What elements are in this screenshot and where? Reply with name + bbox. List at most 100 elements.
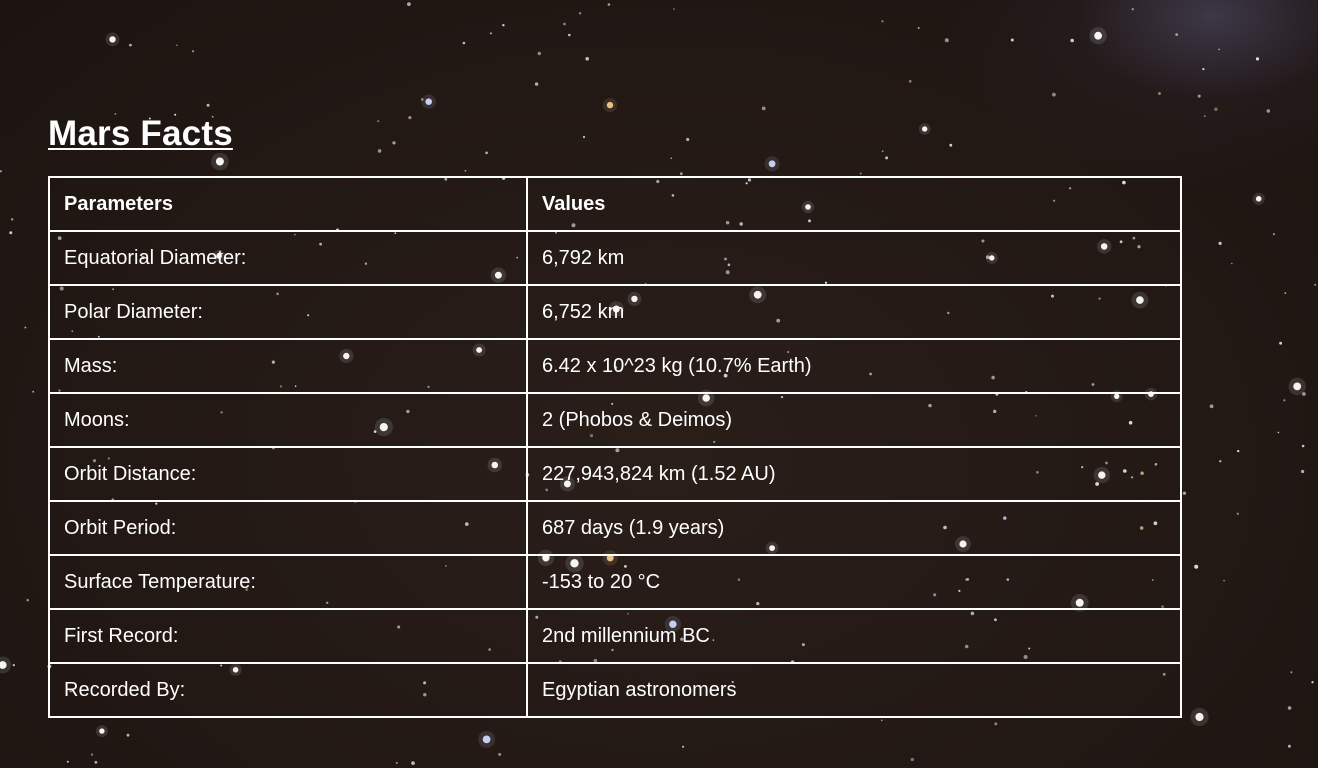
star	[1236, 512, 1240, 515]
star	[910, 757, 914, 762]
star	[1195, 712, 1204, 722]
star	[1158, 92, 1161, 95]
star	[1311, 681, 1314, 684]
header-values: Values	[526, 176, 1182, 232]
parameter-cell: Orbit Distance:	[48, 446, 528, 502]
star	[99, 728, 105, 734]
star	[1203, 115, 1206, 117]
star	[0, 661, 7, 669]
star	[126, 733, 130, 737]
table-header-row: Parameters Values	[48, 176, 1182, 232]
star	[11, 218, 14, 221]
star-glow	[421, 94, 436, 109]
star	[1255, 196, 1262, 202]
star	[0, 170, 2, 173]
star	[881, 20, 884, 23]
star	[908, 80, 912, 83]
star	[761, 106, 766, 111]
star	[32, 390, 35, 393]
star	[673, 8, 675, 10]
star	[9, 231, 13, 235]
star	[1223, 579, 1225, 582]
star	[880, 719, 883, 722]
star	[1301, 444, 1305, 448]
value-cell: Egyptian astronomers	[526, 662, 1182, 718]
star-glow	[478, 730, 496, 748]
star	[109, 36, 116, 43]
value-cell: 6.42 x 10^23 kg (10.7% Earth)	[526, 338, 1182, 394]
star	[1237, 449, 1240, 453]
star	[1287, 706, 1292, 710]
table-row: Recorded By: Egyptian astronomers	[48, 662, 1182, 718]
parameter-cell: Surface Temperature:	[48, 554, 528, 610]
page-title: Mars Facts	[48, 114, 233, 153]
star	[66, 760, 69, 763]
table-row: First Record: 2nd millennium BC	[48, 608, 1182, 664]
value-cell: 2nd millennium BC	[526, 608, 1182, 664]
star-glow	[1089, 27, 1107, 45]
star	[1314, 283, 1317, 286]
star	[1175, 33, 1179, 36]
star	[407, 2, 411, 6]
value-cell: 2 (Phobos & Deimos)	[526, 392, 1182, 448]
star-glow	[0, 656, 12, 674]
table-row: Equatorial Diameter: 6,792 km	[48, 230, 1182, 286]
star	[489, 32, 492, 35]
star	[563, 22, 566, 26]
star	[1218, 241, 1222, 245]
star	[1209, 404, 1214, 409]
star	[1010, 38, 1014, 42]
table-row: Polar Diameter: 6,752 km	[48, 284, 1182, 340]
star-glow	[1190, 707, 1209, 727]
star	[94, 760, 98, 764]
star-glow	[105, 32, 120, 47]
parameter-cell: Moons:	[48, 392, 528, 448]
parameter-cell: Recorded By:	[48, 662, 528, 718]
star-glow	[602, 98, 618, 113]
star	[534, 82, 539, 86]
star	[1218, 48, 1220, 51]
star	[1287, 744, 1291, 748]
star	[1182, 491, 1186, 495]
star	[1052, 92, 1056, 97]
star	[1194, 564, 1199, 569]
star	[1219, 460, 1222, 463]
star	[1214, 107, 1218, 111]
star	[1279, 341, 1282, 345]
star	[498, 753, 502, 756]
value-cell: 687 days (1.9 years)	[526, 500, 1182, 556]
value-cell: -153 to 20 °C	[526, 554, 1182, 610]
star	[26, 599, 29, 602]
star	[1266, 109, 1271, 113]
mars-facts-table: Parameters Values Equatorial Diameter: 6…	[48, 176, 1182, 718]
star	[1301, 469, 1305, 474]
star-glow	[1288, 377, 1306, 396]
parameter-cell: Orbit Period:	[48, 500, 528, 556]
value-cell: 6,792 km	[526, 230, 1182, 286]
star	[1283, 399, 1286, 402]
table-row: Surface Temperature: -153 to 20 °C	[48, 554, 1182, 610]
star	[1293, 382, 1302, 391]
star	[425, 98, 433, 105]
star	[12, 664, 15, 667]
star	[1302, 392, 1306, 396]
star	[462, 41, 466, 45]
star	[482, 735, 491, 744]
star	[1273, 233, 1275, 236]
parameter-cell: Equatorial Diameter:	[48, 230, 528, 286]
star	[411, 761, 415, 765]
parameter-cell: First Record:	[48, 608, 528, 664]
star	[1070, 38, 1074, 43]
star	[90, 753, 94, 756]
star	[568, 33, 571, 37]
star	[994, 722, 998, 726]
star	[944, 38, 949, 43]
star	[1290, 671, 1293, 674]
star	[537, 51, 541, 56]
header-parameters: Parameters	[48, 176, 528, 232]
table-row: Orbit Distance: 227,943,824 km (1.52 AU)	[48, 446, 1182, 502]
table-row: Orbit Period: 687 days (1.9 years)	[48, 500, 1182, 556]
value-cell: 6,752 km	[526, 284, 1182, 340]
star	[395, 761, 398, 764]
star	[1131, 8, 1135, 11]
